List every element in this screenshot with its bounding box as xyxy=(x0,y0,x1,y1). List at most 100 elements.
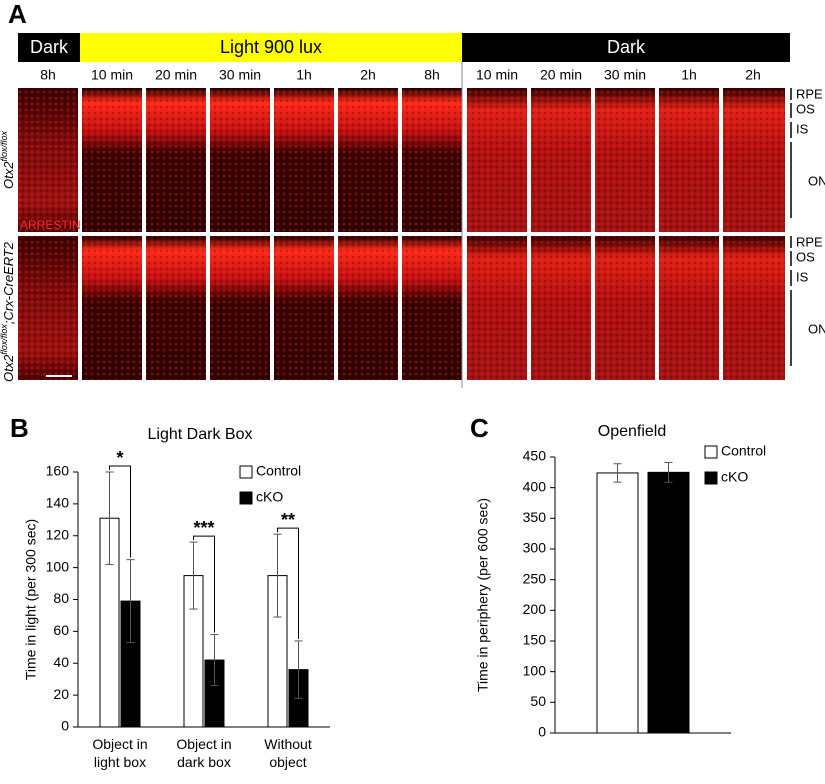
micrograph-texture xyxy=(82,236,142,380)
micrograph-texture xyxy=(531,88,591,232)
suffix: ;Crx-CreERT2 xyxy=(1,241,16,324)
superscript: flox/flox xyxy=(0,324,9,355)
micrograph-texture xyxy=(531,236,591,380)
x-tick-label-box: Object in dark box xyxy=(176,736,232,770)
error-bar xyxy=(273,533,282,618)
time-label: 20 min xyxy=(540,67,582,83)
gene: Otx2 xyxy=(1,354,16,382)
chart-title: Openfield xyxy=(598,423,667,440)
gene: Otx2 xyxy=(1,161,16,189)
micrograph-texture xyxy=(210,88,270,232)
time-label: 2h xyxy=(360,67,376,83)
y-tick-label: 100 xyxy=(523,662,547,678)
x-tick-label-box: Without object xyxy=(264,736,312,770)
micrograph-texture xyxy=(338,236,398,380)
micrograph-texture xyxy=(467,236,527,380)
micrograph-texture xyxy=(210,236,270,380)
condition-label: Dark xyxy=(30,37,69,57)
error-bar xyxy=(613,463,622,483)
time-label: 1h xyxy=(296,67,312,83)
y-tick-label: 0 xyxy=(538,724,546,740)
error-bar xyxy=(189,541,198,610)
legend-swatch xyxy=(239,465,253,479)
panel-label: A xyxy=(8,0,27,29)
significance-bracket xyxy=(193,535,215,633)
micrograph-texture xyxy=(402,236,462,380)
legend-label: cKO xyxy=(721,469,748,485)
y-tick-label: 150 xyxy=(523,632,547,648)
x-tick-label-box: Object in light box xyxy=(92,736,148,770)
significance-label: *** xyxy=(193,518,214,538)
micrograph-texture xyxy=(659,88,719,232)
y-tick-label: 50 xyxy=(530,693,546,709)
y-tick-label: 20 xyxy=(53,686,69,702)
layer-label: IS xyxy=(796,269,809,284)
chart-title: Light Dark Box xyxy=(148,426,253,443)
layer-label: RPE xyxy=(796,234,823,249)
y-tick-label: 250 xyxy=(523,570,547,586)
time-label: 2h xyxy=(745,67,761,83)
y-tick-label: 350 xyxy=(523,509,547,525)
genotype-label: Otx2flox/flox;Crx-CreERT2 xyxy=(0,241,16,382)
error-bar xyxy=(105,471,114,565)
micrograph-texture xyxy=(595,236,655,380)
micrograph-texture xyxy=(274,236,334,380)
micrograph-texture xyxy=(467,88,527,232)
legend-label: cKO xyxy=(256,489,283,505)
time-label: 8h xyxy=(424,67,440,83)
stain-label: ARRESTIN xyxy=(20,218,81,232)
legend-swatch xyxy=(704,471,718,485)
micrograph-texture xyxy=(659,236,719,380)
panel-label: C xyxy=(470,413,489,443)
micrograph-texture xyxy=(595,88,655,232)
time-label: 1h xyxy=(681,67,697,83)
error-bar xyxy=(126,559,135,644)
y-tick-label: 120 xyxy=(46,526,70,542)
condition-label: Light 900 lux xyxy=(220,37,322,57)
condition-header xyxy=(80,33,462,62)
micrograph-texture xyxy=(146,236,206,380)
y-tick-label: 160 xyxy=(46,463,70,479)
micrograph-texture xyxy=(18,236,78,380)
layer-label: OS xyxy=(796,249,815,264)
error-bar xyxy=(664,462,673,483)
time-label: 10 min xyxy=(91,67,133,83)
x-tick-label: Object in dark box xyxy=(176,736,232,770)
x-tick-label: Object in light box xyxy=(92,736,148,770)
y-tick-label: 200 xyxy=(523,601,547,617)
layer-label: ONL xyxy=(808,173,825,188)
time-label: 8h xyxy=(40,67,56,83)
layer-label: IS xyxy=(796,121,809,136)
y-tick-label: 140 xyxy=(46,495,70,511)
error-bar xyxy=(210,634,219,687)
y-tick-label: 80 xyxy=(53,590,69,606)
legend-label: Control xyxy=(256,463,301,479)
y-tick-label: 60 xyxy=(53,622,69,638)
y-axis-label: Time in periphery (per 600 sec) xyxy=(475,498,491,692)
layer-label: ONL xyxy=(808,321,825,336)
y-tick-label: 40 xyxy=(53,654,69,670)
micrograph-texture xyxy=(146,88,206,232)
condition-header xyxy=(462,33,790,62)
y-tick-label: 0 xyxy=(61,718,69,734)
micrograph-texture xyxy=(338,88,398,232)
micrograph-texture xyxy=(82,88,142,232)
y-tick-label: 300 xyxy=(523,540,547,556)
micrograph-texture xyxy=(18,88,78,232)
panel-label: B xyxy=(10,413,29,443)
significance-label: * xyxy=(116,448,123,468)
significance-bracket xyxy=(277,527,299,639)
layer-label: OS xyxy=(796,101,815,116)
x-tick-label: Without object xyxy=(264,736,312,770)
y-tick-label: 450 xyxy=(523,448,547,464)
time-label: 10 min xyxy=(476,67,518,83)
legend-swatch xyxy=(239,491,253,505)
layer-label: RPE xyxy=(796,86,823,101)
condition-label: Dark xyxy=(607,37,646,57)
condition-header xyxy=(18,33,80,62)
micrograph-texture xyxy=(723,88,785,232)
y-axis-label: Time in light (per 300 sec) xyxy=(23,519,39,680)
micrograph-texture xyxy=(274,88,334,232)
y-tick-label: 400 xyxy=(523,478,547,494)
